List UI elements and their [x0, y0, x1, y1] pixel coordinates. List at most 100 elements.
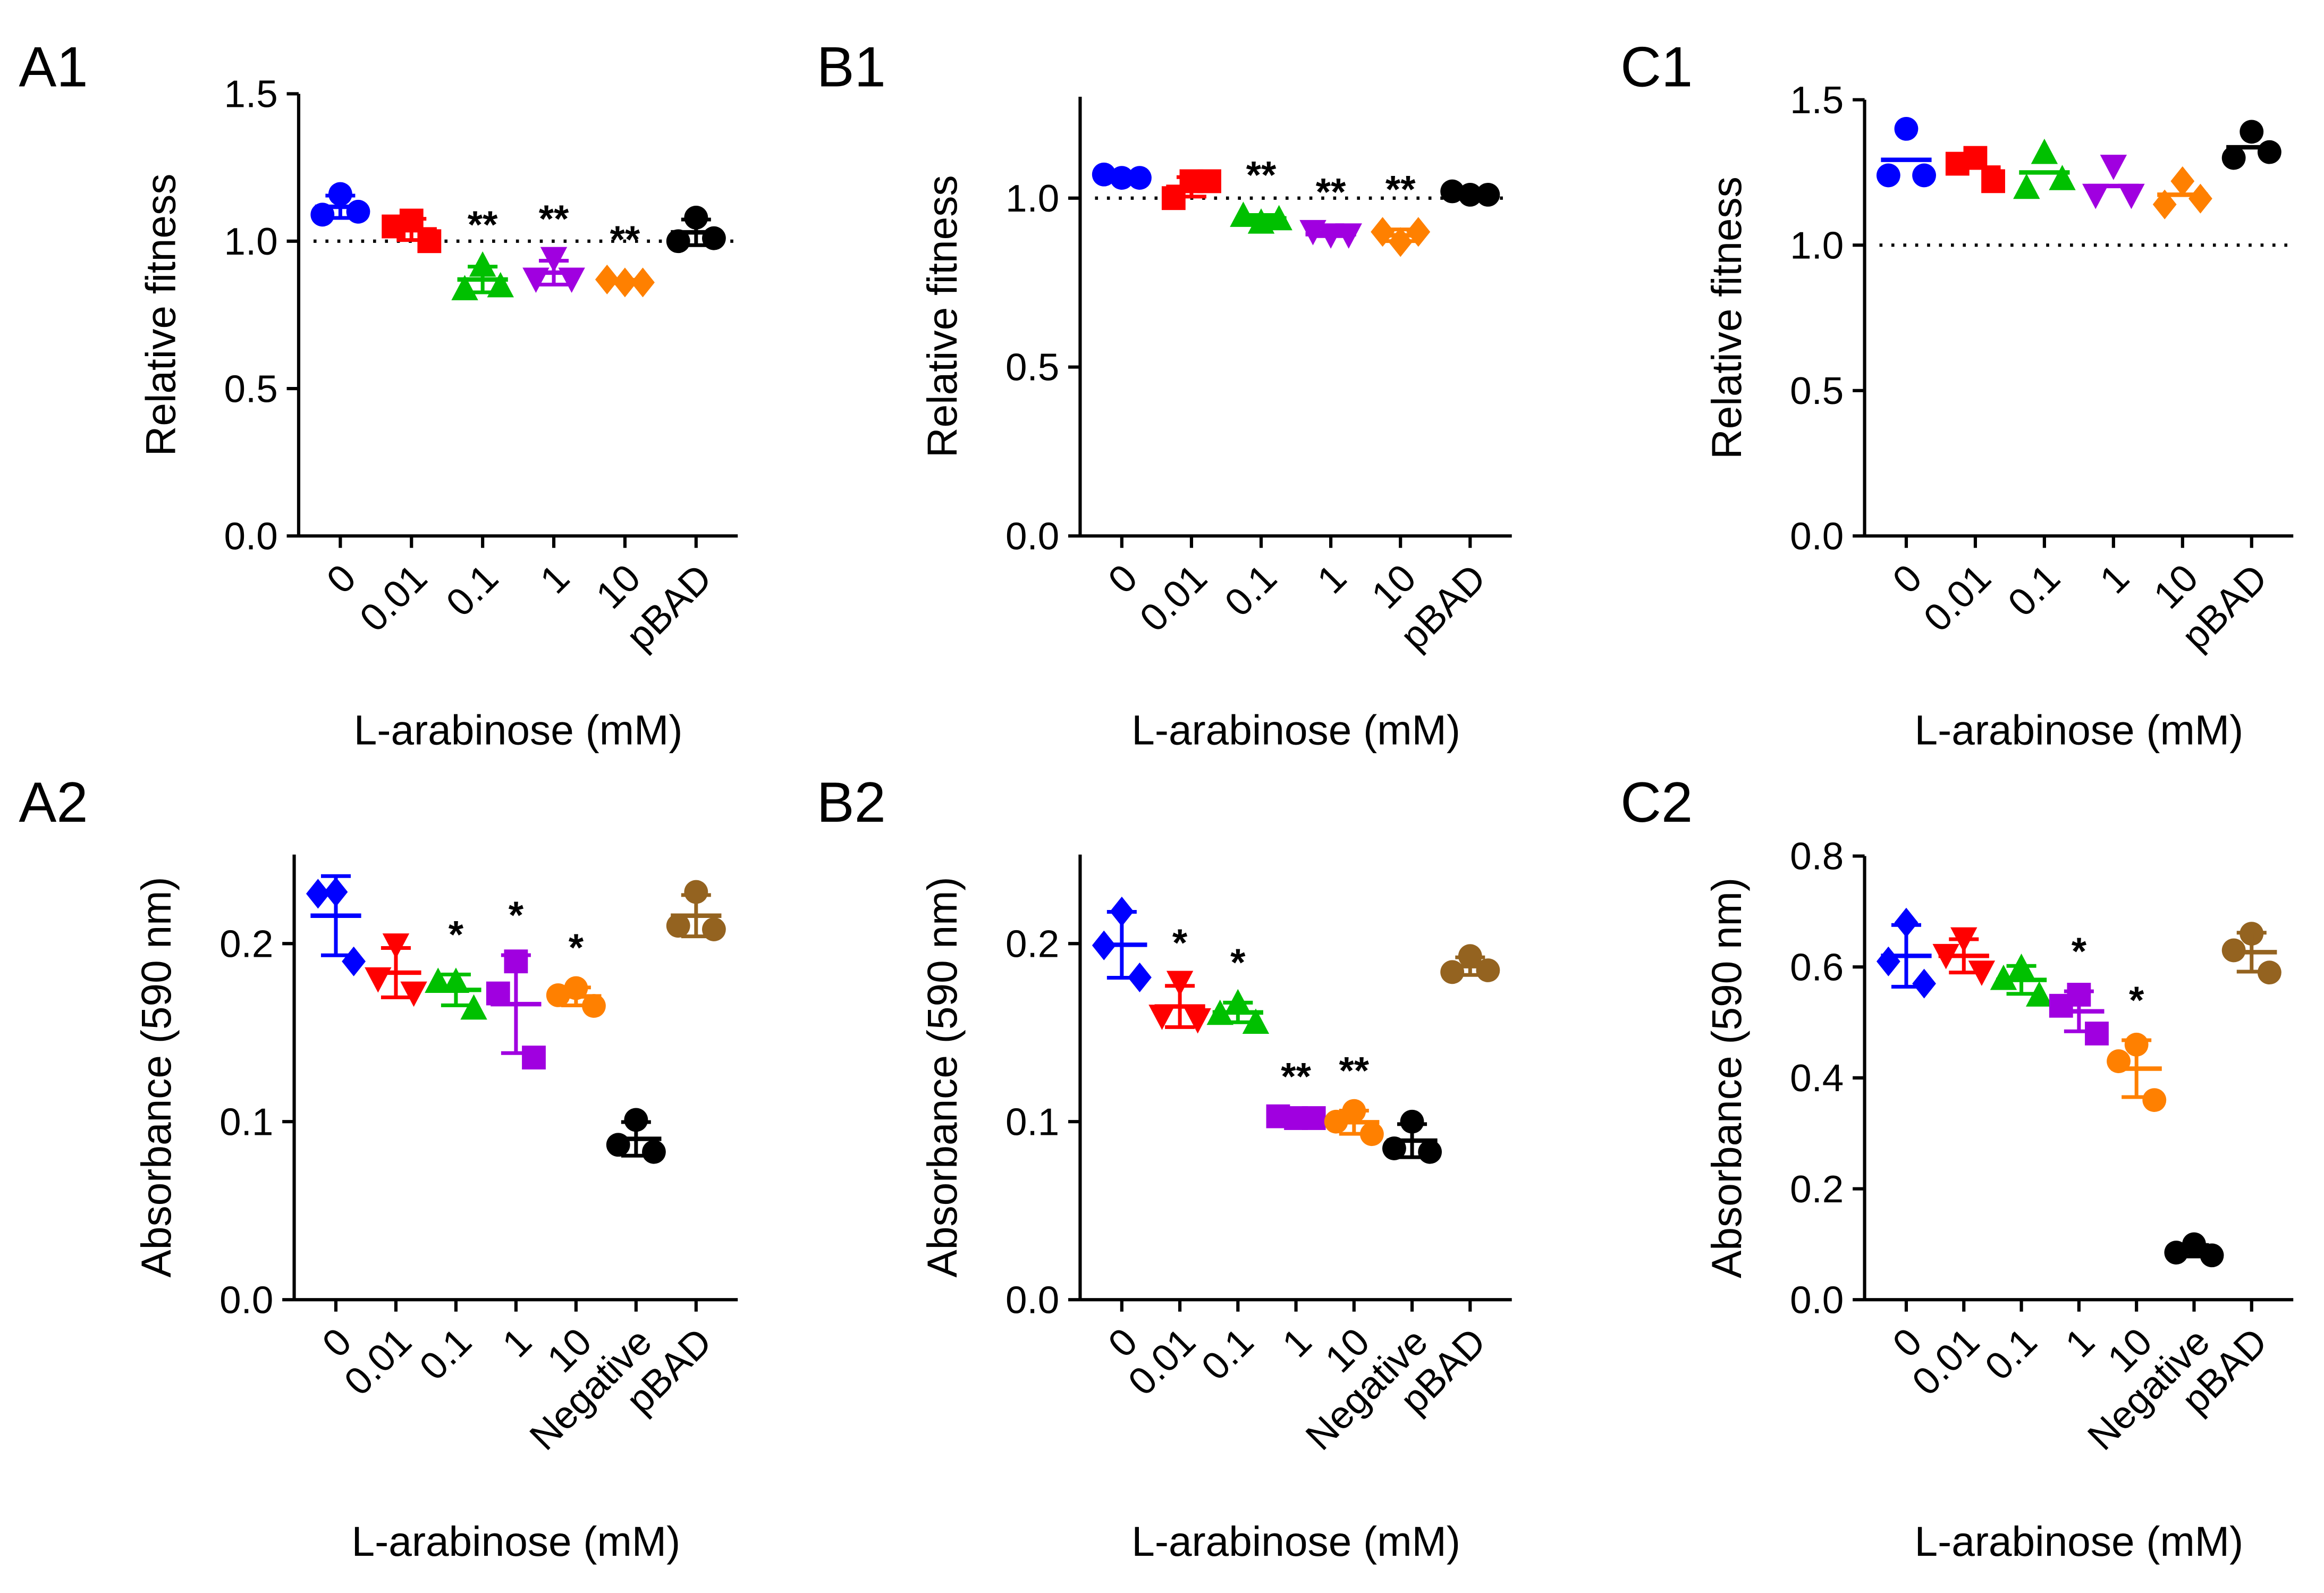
data-point	[2188, 183, 2212, 214]
data-point	[306, 879, 330, 909]
series-10: **	[1371, 168, 1431, 257]
y-axis-title: Relative fitness	[137, 174, 184, 457]
panel-label: C2	[1620, 771, 1693, 834]
series-10: *	[2107, 979, 2167, 1112]
panel-c2: C2 0.0 0.2 0.4 0.6 0.8 Absorbance (590 nm) L-ar…	[1620, 771, 2294, 1565]
data-point	[522, 1046, 546, 1070]
data-point	[382, 933, 410, 959]
data-point	[469, 251, 496, 277]
x-tick-label: 0.1	[1216, 556, 1285, 625]
data-point	[1945, 151, 1970, 176]
series-negative	[1382, 1109, 1442, 1164]
y-tick-label: 1.0	[1005, 177, 1059, 220]
panel-label: B2	[817, 771, 886, 834]
series-0	[1092, 896, 1152, 992]
series-1: **	[1299, 171, 1362, 249]
data-point	[486, 981, 510, 1006]
data-point	[2082, 183, 2109, 209]
significance-label: *	[509, 894, 524, 937]
data-point	[1912, 968, 1936, 999]
series-pbad	[2221, 922, 2281, 985]
data-point	[582, 994, 606, 1018]
x-tick-label: 0	[1884, 556, 1930, 602]
y-axis-title: Absorbance (590 nm)	[133, 876, 180, 1277]
panel-a1: A1 0.0 0.5 1.0 1.5 Relative fitness L-arabinos…	[19, 35, 738, 753]
data-point	[1990, 964, 2017, 990]
data-point	[2118, 183, 2145, 209]
data-point	[624, 1108, 648, 1132]
data-point	[2257, 140, 2281, 164]
panel-c1: C1 0.0 0.5 1.0 1.5 Relative fitness L-arabinos…	[1620, 35, 2294, 753]
y-tick-label: 1.0	[224, 220, 278, 263]
x-axis-title: L-arabinose (mM)	[1131, 1518, 1460, 1565]
data-point	[606, 1133, 630, 1157]
x-tick-label: 0.01	[1120, 1320, 1204, 1403]
x-axis-title: L-arabinose (mM)	[1131, 706, 1460, 753]
series-pbad	[2221, 120, 2281, 170]
y-tick-label: 1.5	[1790, 79, 1844, 122]
series-1: **	[522, 198, 585, 293]
data-point	[425, 967, 452, 993]
significance-label: **	[1281, 1055, 1311, 1098]
y-tick-label: 0.0	[1790, 1278, 1844, 1321]
y-tick-label: 0.1	[1005, 1100, 1059, 1143]
series-0-01	[365, 933, 427, 1007]
data-point	[2142, 1088, 2167, 1112]
series-pbad	[666, 205, 726, 254]
y-tick-label: 0.2	[1005, 922, 1059, 965]
series-0-01	[1161, 169, 1221, 210]
significance-label: **	[1339, 1049, 1369, 1092]
x-axis-title: L-arabinose (mM)	[354, 706, 683, 753]
panel-b1: B1 0.0 0.5 1.0 Relative fitness L-arabinose (…	[817, 35, 1512, 753]
y-tick-label: 0.5	[1005, 346, 1059, 389]
x-tick-label: 0.01	[352, 556, 435, 639]
y-axis-title: Absorbance (590 nm)	[1703, 878, 1750, 1278]
series-0-1	[1990, 953, 2053, 1007]
data-point	[666, 229, 690, 254]
y-tick-label: 0.0	[219, 1278, 273, 1321]
data-point	[1418, 1140, 1442, 1164]
significance-label: **	[1316, 171, 1346, 214]
y-axis-title: Relative fitness	[1703, 176, 1750, 459]
significance-label: *	[1172, 922, 1188, 965]
panel-label: A1	[19, 35, 88, 98]
data-point	[2240, 120, 2264, 144]
data-point	[342, 946, 366, 976]
significance-label: **	[539, 198, 569, 241]
x-axis-title: L-arabinose (mM)	[1915, 1518, 2244, 1565]
significance-label: *	[2129, 979, 2144, 1022]
x-axis-title: L-arabinose (mM)	[1915, 706, 2244, 753]
series-0	[306, 874, 366, 976]
significance-label: *	[569, 926, 584, 969]
data-point	[1148, 1005, 1176, 1030]
series-10: **	[1324, 1049, 1384, 1147]
series-0	[1876, 907, 1936, 999]
panel-b2: B2 0.0 0.1 0.2 Absorbance (590 nm) L-arabinos…	[817, 771, 1512, 1565]
y-tick-label: 0.0	[1005, 515, 1059, 558]
x-tick-label: 0.1	[1193, 1320, 1262, 1388]
x-tick-label: 0.1	[2000, 556, 2068, 625]
y-tick-label: 0.2	[1790, 1168, 1844, 1211]
data-point	[2221, 146, 2246, 170]
series-1	[2082, 155, 2145, 209]
panel-label: A2	[19, 771, 88, 834]
series-0	[1876, 116, 1936, 188]
significance-label: *	[1230, 941, 1246, 984]
series-0-1: **	[451, 204, 514, 300]
significance-label: *	[2072, 930, 2087, 973]
data-point	[2049, 165, 2076, 190]
data-point	[2257, 960, 2281, 985]
data-point	[684, 880, 708, 904]
data-point	[1166, 971, 1194, 997]
data-point	[2031, 138, 2058, 164]
y-tick-label: 1.0	[1790, 224, 1844, 267]
y-tick-label: 1.5	[224, 73, 278, 116]
significance-label: *	[449, 913, 464, 956]
series-0-01: *	[1148, 922, 1211, 1034]
panel-label: C1	[1620, 35, 1693, 98]
data-point	[2170, 166, 2195, 196]
y-tick-label: 0.0	[224, 515, 278, 558]
data-point	[1894, 907, 1919, 938]
x-tick-label: 1	[532, 556, 578, 602]
